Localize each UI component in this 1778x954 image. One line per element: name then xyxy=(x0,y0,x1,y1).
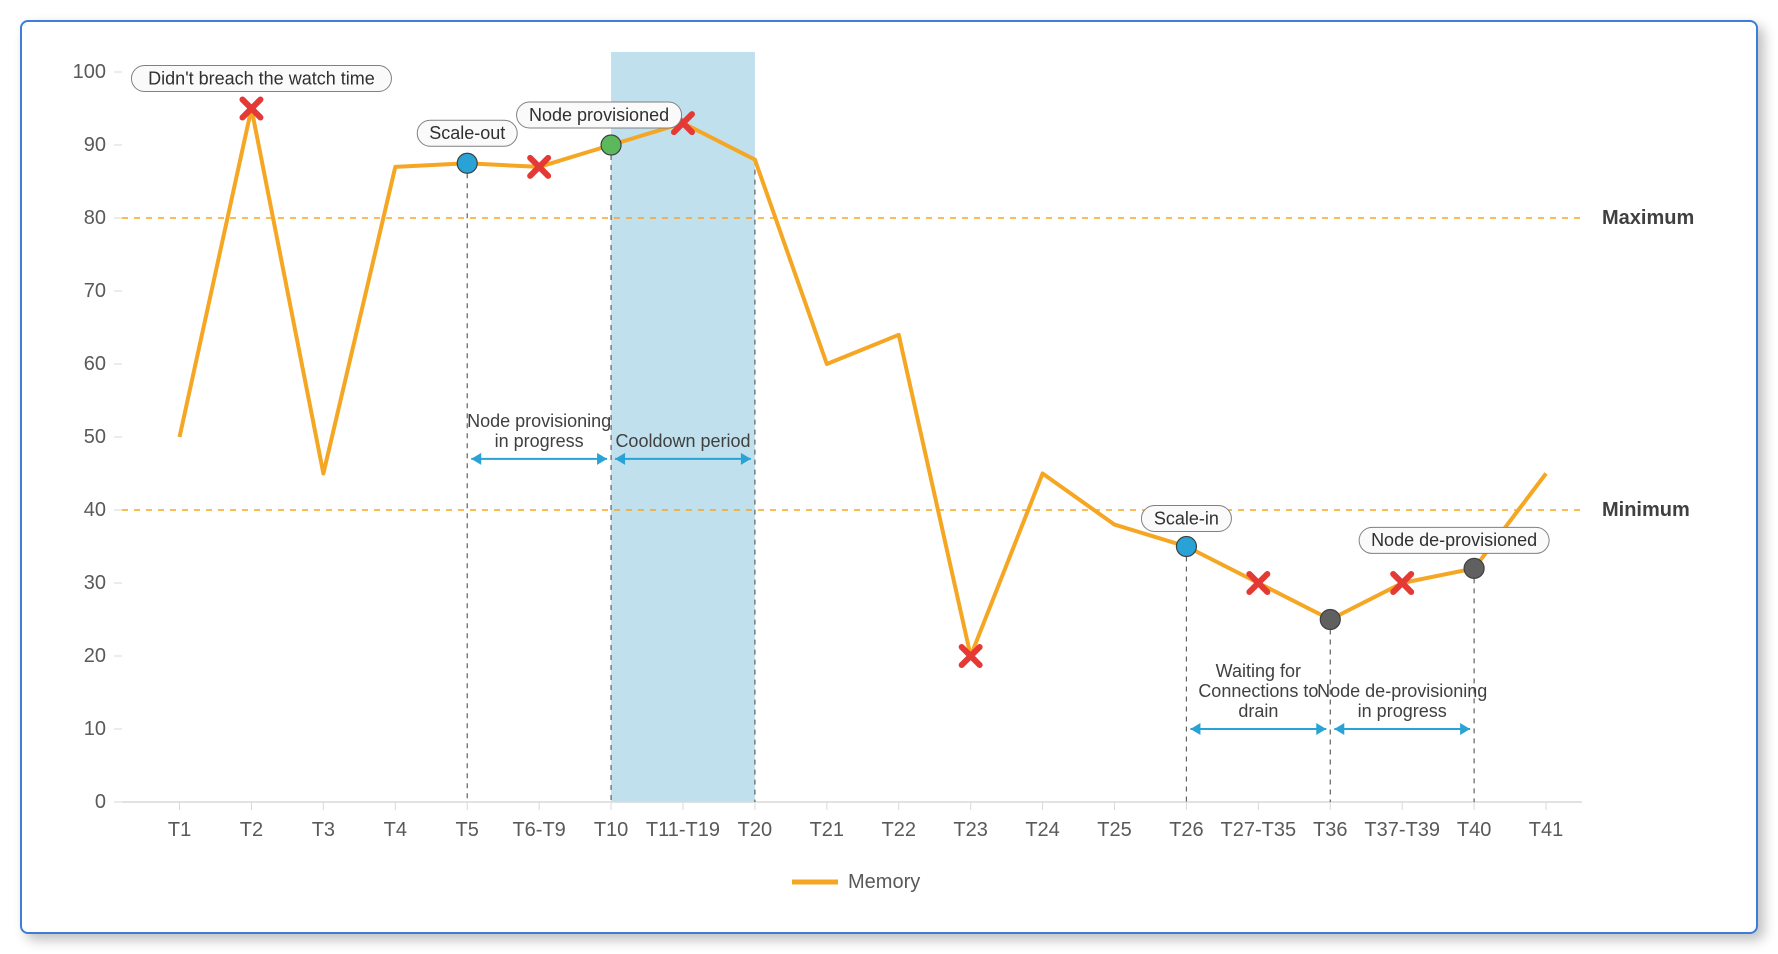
range-arrow: Node de-provisioningin progress xyxy=(1317,681,1487,735)
range-label: Cooldown period xyxy=(615,431,750,451)
marker-dot xyxy=(457,153,477,173)
x-tick-label: T20 xyxy=(738,819,772,841)
x-tick-label: T24 xyxy=(1025,819,1059,841)
y-tick-label: 20 xyxy=(84,645,106,667)
y-tick-label: 30 xyxy=(84,572,106,594)
pill-text: Node provisioned xyxy=(529,105,669,125)
y-tick-label: 80 xyxy=(84,207,106,229)
y-tick-label: 40 xyxy=(84,499,106,521)
memory-line-chart: 0 10 20 30 40 50 60 70 80 90 100 Maximum Minimum T1 T2… xyxy=(42,42,1722,912)
y-tick-label: 100 xyxy=(73,61,106,83)
x-tick-label: T26 xyxy=(1169,819,1203,841)
legend-label: Memory xyxy=(848,871,920,893)
y-tick-label: 10 xyxy=(84,718,106,740)
x-tick-label: T6-T9 xyxy=(512,819,565,841)
range-arrow: Waiting forConnections todrain xyxy=(1190,661,1326,735)
range-label: Node provisioning xyxy=(467,411,611,431)
x-tick-label: T27-T35 xyxy=(1221,819,1297,841)
range-arrow: Cooldown period xyxy=(615,431,751,465)
x-tick-label: T4 xyxy=(384,819,407,841)
y-tick-label: 60 xyxy=(84,353,106,375)
y-tick-label: 90 xyxy=(84,134,106,156)
range-label: Node de-provisioning xyxy=(1317,681,1487,701)
marker-dot xyxy=(1176,537,1196,557)
marker-dot xyxy=(1464,558,1484,578)
range-label: drain xyxy=(1238,701,1278,721)
chart-container: 0 10 20 30 40 50 60 70 80 90 100 Maximum Minimum T1 T2… xyxy=(20,20,1758,934)
x-tick-label: T2 xyxy=(240,819,263,841)
threshold-label: Minimum xyxy=(1602,499,1690,521)
x-tick-label: T5 xyxy=(456,819,479,841)
pill-text: Didn't breach the watch time xyxy=(148,68,375,88)
range-label: Waiting for xyxy=(1216,661,1301,681)
x-tick-label: T21 xyxy=(810,819,844,841)
x-tick-label: T40 xyxy=(1457,819,1491,841)
y-tick-label: 70 xyxy=(84,280,106,302)
marker-dot xyxy=(601,135,621,155)
marker-x xyxy=(1249,574,1267,592)
x-tick-label: T1 xyxy=(168,819,191,841)
pill-text: Node de-provisioned xyxy=(1371,530,1537,550)
x-tick-label: T37-T39 xyxy=(1364,819,1440,841)
x-tick-label: T11-T19 xyxy=(646,819,720,841)
x-tick-label: T23 xyxy=(953,819,987,841)
memory-line xyxy=(180,109,1547,657)
pill-text: Scale-in xyxy=(1154,508,1219,528)
x-tick-label: T10 xyxy=(594,819,628,841)
x-tick-label: T22 xyxy=(882,819,916,841)
x-tick-label: T41 xyxy=(1529,819,1563,841)
range-label: in progress xyxy=(1358,701,1447,721)
threshold-label: Maximum xyxy=(1602,207,1694,229)
cooldown-band xyxy=(611,52,755,802)
marker-dot xyxy=(1320,610,1340,630)
range-arrow: Node provisioningin progress xyxy=(467,411,611,465)
y-tick-label: 50 xyxy=(84,426,106,448)
pill-text: Scale-out xyxy=(429,123,505,143)
y-tick-label: 0 xyxy=(95,791,106,813)
x-tick-label: T25 xyxy=(1097,819,1131,841)
range-label: Connections to xyxy=(1198,681,1318,701)
x-tick-label: T36 xyxy=(1313,819,1347,841)
range-label: in progress xyxy=(495,431,584,451)
x-tick-label: T3 xyxy=(312,819,335,841)
